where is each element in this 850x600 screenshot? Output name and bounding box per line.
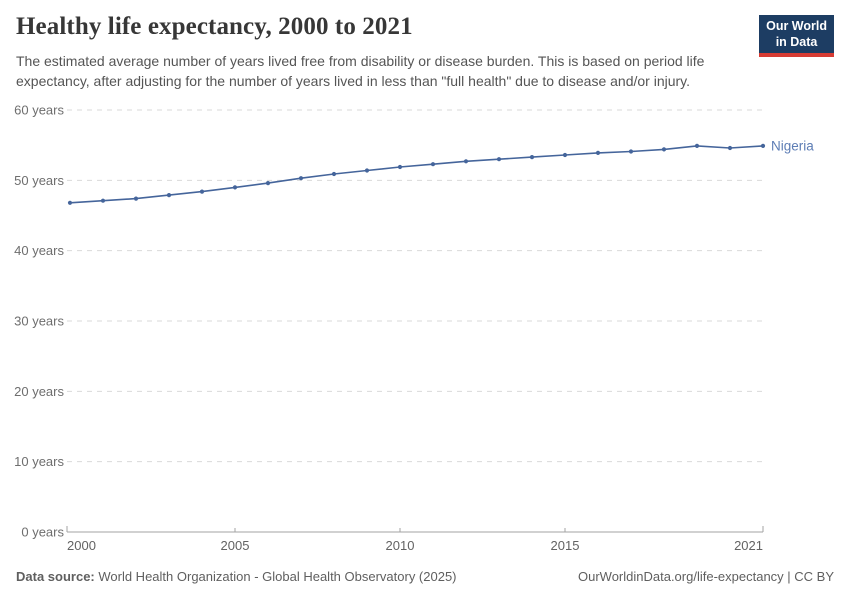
line-chart: 0 years 10 years 20 years 30 years 40 years 5… <box>14 103 814 554</box>
data-point[interactable] <box>430 162 436 167</box>
data-point[interactable] <box>694 143 700 148</box>
data-point[interactable] <box>628 149 634 154</box>
data-point[interactable] <box>496 157 502 162</box>
y-tick-label: 0 years <box>21 525 64 540</box>
data-point[interactable] <box>331 171 337 177</box>
data-source-text: World Health Organization - Global Healt… <box>94 569 457 584</box>
data-point[interactable] <box>199 189 205 194</box>
y-tick-label: 30 years <box>14 314 64 329</box>
data-point[interactable] <box>232 185 238 190</box>
data-point[interactable] <box>67 200 73 205</box>
owid-logo[interactable]: Our World in Data <box>759 15 834 58</box>
data-point[interactable] <box>529 155 535 160</box>
data-source-label: Data source: <box>16 569 95 584</box>
data-point[interactable] <box>562 152 568 158</box>
data-source-note: Data source: World Health Organization -… <box>16 569 457 584</box>
series-label-nigeria[interactable]: Nigeria <box>771 138 814 153</box>
y-tick-label: 40 years <box>14 243 64 258</box>
x-tick-label: 2005 <box>221 538 250 553</box>
data-point[interactable] <box>595 150 601 155</box>
data-point[interactable] <box>727 145 733 151</box>
x-tick-label: 2000 <box>67 538 96 553</box>
y-tick-label: 20 years <box>14 384 64 399</box>
data-point[interactable] <box>298 176 304 181</box>
data-point[interactable] <box>760 143 766 148</box>
data-point[interactable] <box>463 159 469 164</box>
data-point[interactable] <box>364 168 370 173</box>
data-point[interactable] <box>265 181 271 186</box>
y-tick-label: 50 years <box>14 173 64 188</box>
y-tick-label: 60 years <box>14 103 64 118</box>
data-point[interactable] <box>397 164 403 170</box>
chart-subtitle: The estimated average number of years li… <box>16 53 705 90</box>
owid-logo-line1: Our World <box>766 19 827 33</box>
x-tick-label: 2015 <box>551 538 580 553</box>
page-title: Healthy life expectancy, 2000 to 2021 <box>16 13 413 40</box>
y-tick-label: 10 years <box>14 454 64 469</box>
data-point[interactable] <box>166 193 172 198</box>
nigeria-series-line[interactable] <box>69 145 764 204</box>
owid-logo-line2: in Data <box>775 34 818 49</box>
chart-footer: Data source: World Health Organization -… <box>16 569 834 584</box>
data-point[interactable] <box>661 147 667 152</box>
x-tick-label: 2010 <box>386 538 415 553</box>
data-point[interactable] <box>133 196 139 201</box>
x-tick-label: 2021 <box>734 538 763 553</box>
data-point[interactable] <box>100 198 106 203</box>
footer-credit-link[interactable]: OurWorldinData.org/life-expectancy | CC … <box>577 569 834 584</box>
